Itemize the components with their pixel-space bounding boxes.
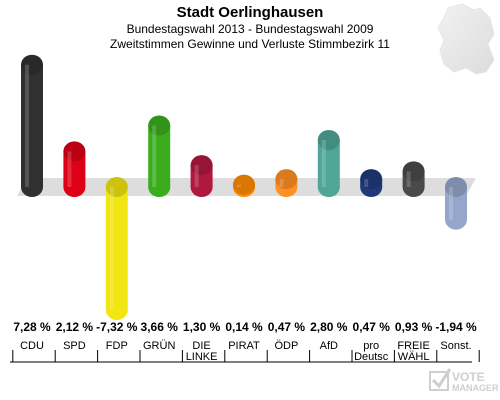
bar-afd xyxy=(317,129,340,197)
category-label--dp: ÖDP xyxy=(274,340,298,352)
bar--dp xyxy=(275,169,298,197)
checkbox-icon xyxy=(429,368,452,391)
category-label-pro-deutschland: Deutsc xyxy=(354,351,389,363)
germany-map-icon xyxy=(437,3,495,75)
value-label-spd: 2,12 % xyxy=(56,320,94,334)
category-label-gr-ne: GRÜN xyxy=(143,340,175,352)
category-label-spd: SPD xyxy=(63,340,86,352)
value-label-fdp: -7,32 % xyxy=(96,320,138,334)
category-label-piraten: PIRAT xyxy=(228,340,260,352)
bar-piraten xyxy=(233,174,255,197)
votemanager-logo: VOTE MANAGER xyxy=(429,368,498,393)
category-label-cdu: CDU xyxy=(20,340,44,352)
value-label-pro-deutschland: 0,47 % xyxy=(353,320,391,334)
category-label-die-linke: LINKE xyxy=(186,351,218,363)
bar-fdp xyxy=(105,177,128,320)
chart-subtitle: Bundestagswahl 2013 - Bundestagswahl 200… xyxy=(126,22,374,36)
category-label-sonst-: Sonst. xyxy=(440,340,471,352)
value-label-die-linke: 1,30 % xyxy=(183,320,221,334)
bars-group xyxy=(21,54,467,320)
bar-cdu xyxy=(21,54,43,197)
bar-spd xyxy=(63,141,86,197)
category-label-fdp: FDP xyxy=(106,340,128,352)
category-label-die-linke: DIE xyxy=(192,340,210,352)
value-label-cdu: 7,28 % xyxy=(13,320,51,334)
bar-pro-deutschland xyxy=(360,169,383,197)
bar-gr-ne xyxy=(148,115,171,197)
value-labels-group: 7,28 % 2,12 % -7,32 % 3,66 % 1,30 % 0,14 % 0,4… xyxy=(13,320,477,334)
value-label-sonst-: -1,94 % xyxy=(435,320,477,334)
category-label-afd: AfD xyxy=(320,340,338,352)
bar-sonst- xyxy=(445,177,467,230)
value-label-freie-w-hler: 0,93 % xyxy=(395,320,433,334)
value-label-gr-ne: 3,66 % xyxy=(141,320,179,334)
chart-title: Stadt Oerlinghausen xyxy=(176,4,324,21)
category-label-freie-w-hler: WÄHL xyxy=(398,351,430,363)
value-label-afd: 2,80 % xyxy=(310,320,348,334)
category-label-pro-deutschland: pro xyxy=(363,340,379,352)
watermark-line2: MANAGER xyxy=(452,383,498,393)
bar-die-linke xyxy=(190,155,213,197)
chart-description: Zweitstimmen Gewinne und Verluste Stimmb… xyxy=(110,37,390,51)
category-label-freie-w-hler: FREIE xyxy=(397,340,429,352)
watermark-line1: VOTE xyxy=(452,370,485,384)
bar-freie-w-hler xyxy=(402,161,425,197)
value-label-piraten: 0,14 % xyxy=(225,320,263,334)
value-label--dp: 0,47 % xyxy=(268,320,306,334)
